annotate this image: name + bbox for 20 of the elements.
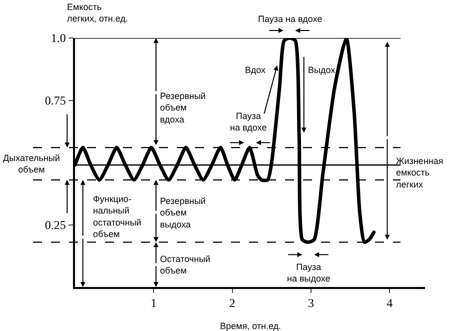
annotation: Жизненная емкость легких xyxy=(396,156,444,190)
annotation: Пауза на выдохе xyxy=(287,262,330,284)
y-tick-label: 1.0 xyxy=(50,31,66,46)
annotation: Остаточный объем xyxy=(160,254,210,276)
text: Пауза на вдохе xyxy=(258,14,322,24)
text: Дыхательный объем xyxy=(3,153,60,175)
y-tick-label: 0.25 xyxy=(44,218,66,232)
y-axis-title: Емкость легких, отн.ед. xyxy=(67,2,128,24)
x-tick-label: 1 xyxy=(150,296,157,310)
annotation: Резервный объем выдоха xyxy=(160,196,206,230)
annotation: Пауза на вдохе xyxy=(230,111,267,133)
x-tick-label: 3 xyxy=(308,296,314,310)
x-tick-label: 4 xyxy=(386,296,393,310)
annotation: Выдох xyxy=(308,65,336,75)
annotation: Функцио- нальный остаточный объем xyxy=(93,194,142,240)
x-tick-label: 2 xyxy=(229,296,236,310)
x-axis-title: Время, отн.ед. xyxy=(220,321,282,331)
annotation: Вдох xyxy=(245,65,266,75)
annotation: Резервный объем вдоха xyxy=(160,91,206,124)
y-tick-label: 0.75 xyxy=(44,93,66,108)
